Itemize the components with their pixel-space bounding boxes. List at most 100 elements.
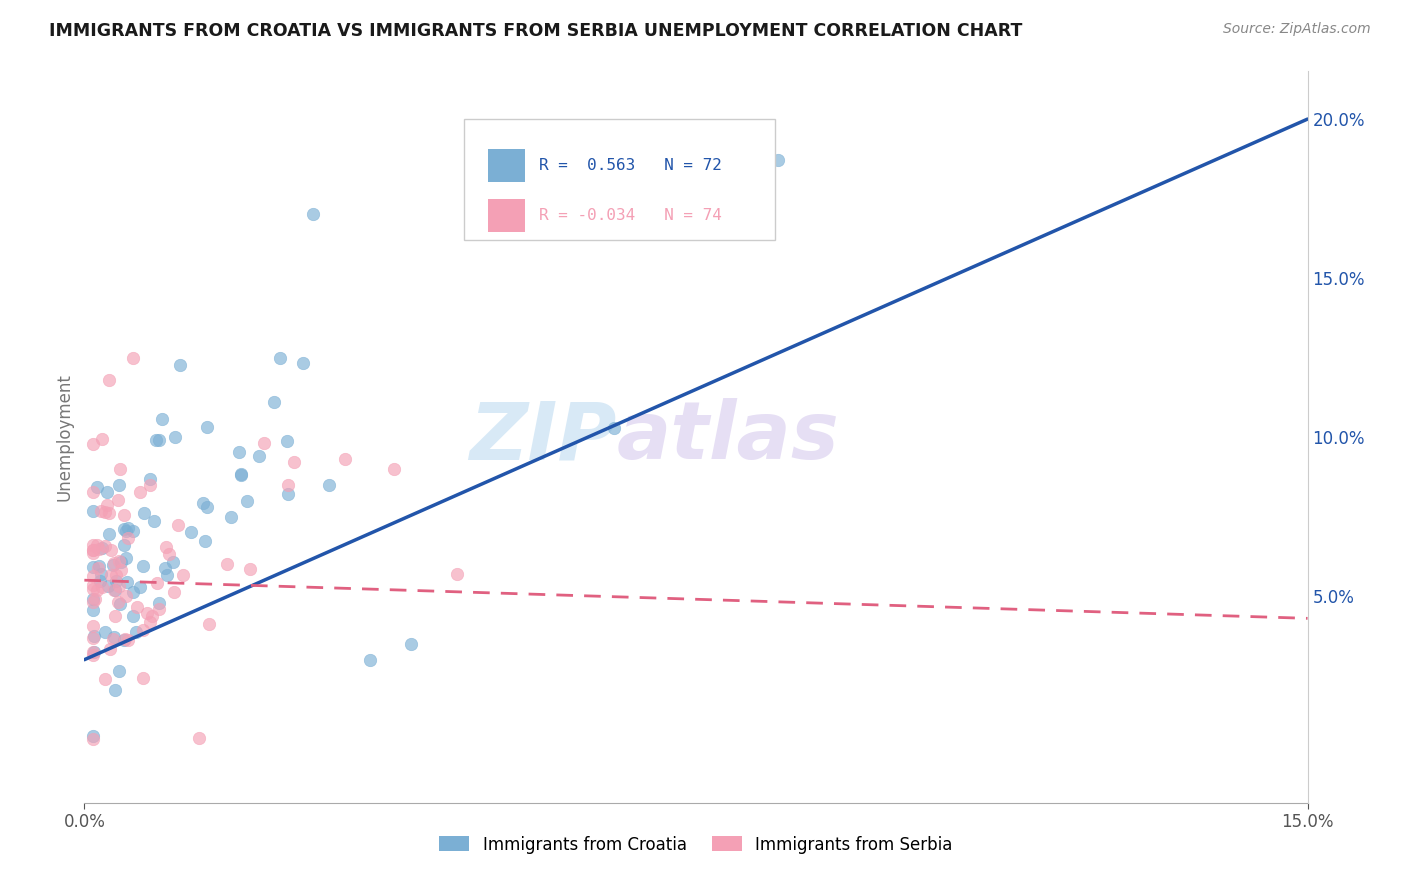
Point — [97, 373, 120, 387]
Point — [107, 579, 129, 593]
Point — [228, 444, 250, 458]
Point — [96, 485, 118, 500]
Point — [82, 619, 104, 633]
Point — [86, 538, 108, 552]
Point — [301, 207, 323, 221]
Point — [162, 555, 184, 569]
Point — [97, 527, 120, 541]
Point — [283, 455, 305, 469]
Point — [193, 533, 215, 548]
Point — [103, 556, 125, 570]
Point — [82, 645, 104, 659]
Point — [103, 630, 125, 644]
Point — [195, 500, 218, 514]
Point — [82, 546, 104, 560]
Point — [112, 508, 135, 522]
Point — [114, 632, 136, 647]
Point — [112, 522, 135, 536]
Point — [82, 603, 104, 617]
Point — [603, 420, 626, 434]
Point — [107, 595, 129, 609]
Point — [94, 624, 117, 639]
Point — [145, 576, 167, 591]
Point — [90, 504, 112, 518]
Point — [86, 582, 108, 597]
Point — [83, 645, 105, 659]
Bar — [488, 149, 524, 182]
Point — [143, 515, 166, 529]
Point — [89, 574, 111, 588]
Point — [100, 567, 122, 582]
Point — [104, 574, 127, 588]
Point — [82, 560, 104, 574]
Point — [198, 616, 221, 631]
Point — [82, 631, 104, 645]
Point — [129, 485, 152, 500]
Point — [156, 568, 179, 582]
Point — [219, 509, 242, 524]
Point — [82, 485, 104, 500]
Y-axis label: Unemployment: Unemployment — [55, 373, 73, 501]
Point — [125, 624, 148, 639]
Point — [112, 633, 135, 648]
Point — [87, 561, 110, 575]
Point — [335, 452, 357, 467]
Point — [82, 648, 104, 663]
Point — [276, 434, 298, 448]
Point — [247, 449, 270, 463]
Text: R = -0.034   N = 74: R = -0.034 N = 74 — [540, 208, 723, 223]
Point — [277, 477, 299, 491]
Point — [139, 472, 162, 486]
Point — [82, 591, 104, 606]
Point — [148, 433, 170, 447]
Point — [90, 432, 112, 446]
Legend: Immigrants from Croatia, Immigrants from Serbia: Immigrants from Croatia, Immigrants from… — [433, 829, 959, 860]
Point — [97, 579, 120, 593]
Point — [766, 153, 789, 168]
Point — [82, 538, 104, 552]
Point — [399, 637, 422, 651]
Point — [134, 506, 156, 520]
Point — [82, 543, 104, 558]
Point — [145, 433, 167, 447]
Point — [82, 729, 104, 743]
Point — [87, 542, 110, 557]
Point — [292, 356, 315, 370]
Point — [108, 664, 131, 678]
Point — [231, 468, 253, 483]
Point — [117, 633, 139, 648]
Point — [83, 591, 105, 606]
Point — [269, 351, 291, 366]
Point — [110, 563, 132, 577]
Text: IMMIGRANTS FROM CROATIA VS IMMIGRANTS FROM SERBIA UNEMPLOYMENT CORRELATION CHART: IMMIGRANTS FROM CROATIA VS IMMIGRANTS FR… — [49, 22, 1022, 40]
Point — [96, 498, 118, 512]
FancyBboxPatch shape — [464, 119, 776, 240]
Point — [163, 430, 186, 444]
Point — [82, 732, 104, 747]
Point — [135, 606, 157, 620]
Point — [93, 505, 115, 519]
Point — [115, 575, 138, 590]
Point — [101, 558, 124, 572]
Point — [446, 566, 468, 581]
Point — [148, 601, 170, 615]
Point — [98, 641, 121, 656]
Point — [117, 531, 139, 545]
Point — [103, 583, 125, 598]
Point — [114, 524, 136, 539]
Point — [359, 653, 381, 667]
Point — [169, 358, 191, 372]
Point — [139, 478, 162, 492]
Point — [131, 624, 153, 638]
Point — [103, 683, 125, 698]
Point — [155, 540, 177, 554]
Point — [94, 539, 117, 553]
Point — [100, 542, 122, 557]
Point — [82, 504, 104, 518]
Text: R =  0.563   N = 72: R = 0.563 N = 72 — [540, 158, 723, 173]
Point — [101, 632, 124, 647]
Text: Source: ZipAtlas.com: Source: ZipAtlas.com — [1223, 22, 1371, 37]
Point — [89, 559, 111, 574]
Point — [148, 596, 170, 610]
Point — [172, 567, 194, 582]
